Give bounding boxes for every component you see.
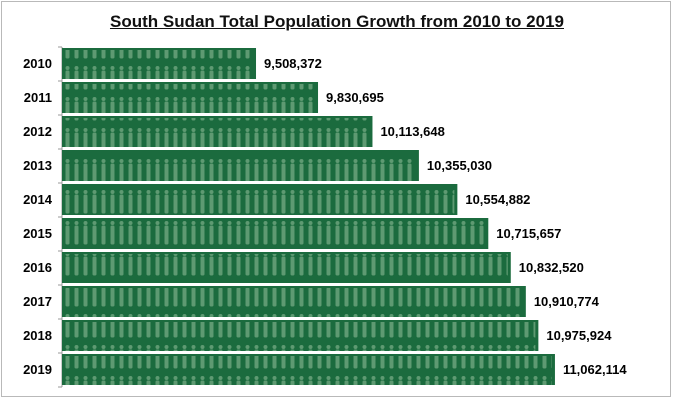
bar-figures bbox=[65, 356, 552, 385]
data-label: 10,832,520 bbox=[519, 260, 584, 275]
bar-figures bbox=[65, 118, 370, 147]
bar-figures bbox=[65, 220, 486, 249]
data-label: 11,062,114 bbox=[563, 362, 627, 377]
y-tick-label: 2014 bbox=[23, 192, 53, 207]
bar-figures bbox=[65, 152, 416, 181]
bar-figures bbox=[65, 288, 523, 317]
y-tick-label: 2010 bbox=[23, 56, 52, 71]
data-label: 10,975,924 bbox=[546, 328, 612, 343]
data-label: 10,554,882 bbox=[465, 192, 530, 207]
y-tick-label: 2016 bbox=[23, 260, 52, 275]
y-tick-label: 2019 bbox=[23, 362, 52, 377]
bar-figures bbox=[65, 322, 536, 351]
y-tick-label: 2018 bbox=[23, 328, 52, 343]
y-tick-label: 2011 bbox=[24, 90, 52, 105]
bar-figures bbox=[65, 254, 508, 283]
bar-figures bbox=[65, 186, 455, 215]
chart-title: South Sudan Total Population Growth from… bbox=[0, 12, 674, 32]
y-tick-label: 2017 bbox=[23, 294, 52, 309]
bar-figures bbox=[65, 84, 316, 113]
chart-title-text: South Sudan Total Population Growth from… bbox=[109, 12, 564, 31]
data-label: 10,113,648 bbox=[380, 124, 444, 139]
y-tick-label: 2015 bbox=[23, 226, 52, 241]
y-tick-label: 2013 bbox=[23, 158, 52, 173]
data-label: 10,715,657 bbox=[496, 226, 561, 241]
bar-figures bbox=[65, 50, 254, 79]
data-label: 9,508,372 bbox=[264, 56, 322, 71]
data-label: 10,910,774 bbox=[534, 294, 600, 309]
data-label: 9,830,695 bbox=[326, 90, 384, 105]
data-label: 10,355,030 bbox=[427, 158, 492, 173]
y-tick-label: 2012 bbox=[23, 124, 52, 139]
